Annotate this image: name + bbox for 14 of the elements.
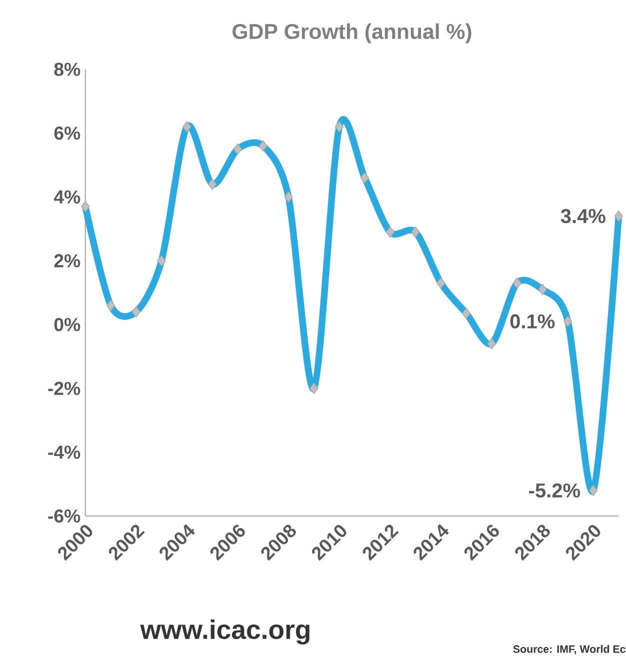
text: www.icac.org [140,620,310,644]
y-tick-label: -6% [48,509,80,523]
data-label: -5.2% [529,483,580,498]
y-tick-label: -2% [48,382,80,395]
chart-title: GDP Growth (annual %) [232,23,472,44]
y-tick-label: 0% [54,318,80,332]
data-label: 3.4% [560,208,606,224]
y-tick-label: 4% [54,190,80,204]
y-tick-label: 2% [54,254,80,268]
y-tick-label: 6% [54,126,80,140]
y-tick-label: -4% [48,446,80,459]
y-tick-label: 8% [54,62,80,76]
source-note: Source: IMF, World Ec [513,645,626,654]
data-label: 0.1% [510,314,555,328]
